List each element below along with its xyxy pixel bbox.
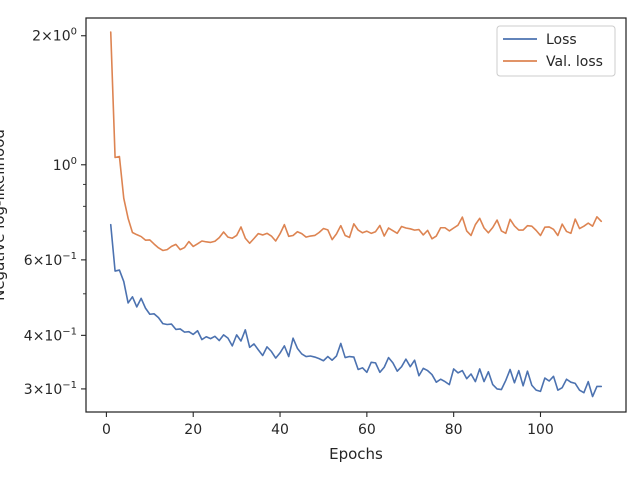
legend: Loss Val. loss — [496, 25, 616, 77]
y-tick-label-0: 2×100 — [32, 27, 77, 45]
x-tick-label-20: 20 — [184, 422, 202, 438]
x-tick-label-80: 80 — [445, 422, 463, 438]
x-tick-label-60: 60 — [358, 422, 376, 438]
series-line-val-loss — [109, 31, 603, 252]
y-tick-label-1: 100 — [53, 156, 77, 174]
y-tick-label-4: 3×10−1 — [24, 380, 77, 398]
x-axis-label: Epochs — [329, 445, 383, 463]
y-axis-label: Negative log-likelihood — [0, 129, 8, 301]
x-tick-label-40: 40 — [271, 422, 289, 438]
x-tick-label-0: 0 — [102, 422, 111, 438]
plot-area — [86, 18, 626, 412]
legend-label-val-loss: Val. loss — [546, 54, 603, 70]
axes-layer: 0 20 40 60 80 100 2×100 100 6×10−1 4×10−1 3×10−1 — [24, 27, 554, 438]
legend-label-loss: Loss — [546, 32, 577, 48]
series-layer — [109, 31, 603, 398]
series-line-loss — [109, 223, 603, 398]
x-tick-label-100: 100 — [527, 422, 554, 438]
y-tick-label-3: 4×10−1 — [24, 326, 77, 344]
plot-frame — [85, 17, 627, 413]
y-tick-label-2: 6×10−1 — [24, 251, 77, 269]
